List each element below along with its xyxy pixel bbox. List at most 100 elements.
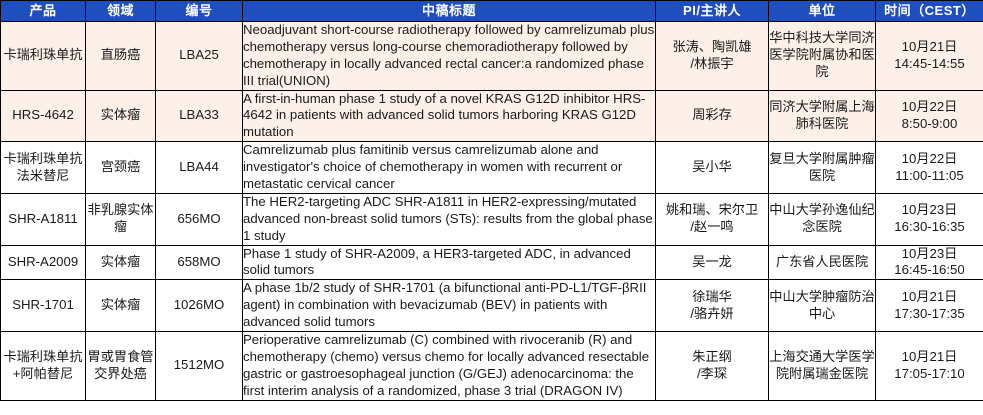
cell-title: Neoadjuvant short-course radiotherapy fo… — [242, 21, 656, 91]
cell-pi: 吴一龙 — [655, 244, 769, 281]
cell-pi-line: /林振宇 — [690, 55, 734, 71]
cell-org: 华中科技大学同济医学院附属协和医院 — [768, 21, 876, 91]
cell-title: Camrelizumab plus famitinib versus camre… — [242, 141, 656, 194]
cell-product: 卡瑞利珠单抗 — [0, 21, 86, 91]
cell-code-line: 658MO — [177, 254, 221, 270]
cell-pi: 徐瑞华/骆卉妍 — [655, 279, 769, 333]
cell-product: SHR-1701 — [0, 279, 86, 333]
cell-code-line: LBA33 — [179, 107, 219, 123]
cell-time-line: 17:30-17:35 — [894, 305, 965, 321]
cell-title-line: A phase 1b/2 study of SHR-1701 (a bifunc… — [243, 280, 647, 330]
cell-code: LBA44 — [155, 141, 243, 194]
cell-title: A first-in-human phase 1 study of a nove… — [242, 89, 656, 143]
cell-title: Phase 1 study of SHR-A2009, a HER3-targe… — [242, 244, 656, 281]
cell-pi: 张涛、陶凯雄/林振宇 — [655, 21, 769, 91]
cell-time-line: 10月22日 — [901, 150, 958, 166]
column-header-code: 编号 — [155, 0, 243, 22]
cell-pi-line: 徐瑞华 — [692, 288, 732, 304]
column-header-title: 中稿标题 — [242, 0, 656, 22]
table-header: 产品 领域 编号 中稿标题 PI/主讲人 单位 时间（CEST） — [0, 0, 983, 22]
cell-product: 卡瑞利珠单抗 法米替尼 — [0, 141, 86, 194]
cell-product-line: +阿帕替尼 — [12, 365, 74, 381]
cell-field: 宫颈癌 — [85, 141, 156, 194]
cell-time-line: 10月22日 — [901, 99, 958, 114]
table-row: 卡瑞利珠单抗 直肠癌 LBA25 Neoadjuvant short-course r… — [0, 21, 983, 91]
cell-code: 1512MO — [155, 331, 243, 401]
cell-pi: 朱正纲/李琛 — [655, 331, 769, 401]
cell-pi-line: /赵一鸣 — [690, 219, 734, 235]
cell-field-line: 实体瘤 — [100, 297, 141, 313]
abstract-schedule-table: 产品 领域 编号 中稿标题 PI/主讲人 单位 时间（CEST） 卡瑞利珠单抗 直… — [0, 0, 983, 401]
cell-time: 10月21日 14:45-14:55 — [875, 21, 983, 91]
column-header-pi: PI/主讲人 — [655, 0, 769, 22]
cell-title: The HER2-targeting ADC SHR-A1811 in HER2… — [242, 192, 656, 246]
table-row: SHR-A1811 非乳腺实体瘤 656MO The HER2-targeting A… — [0, 192, 983, 246]
cell-time: 10月23日 16:45-16:50 — [875, 244, 983, 281]
cell-time: 10月21日 17:05-17:10 — [875, 331, 983, 401]
cell-org: 中山大学孙逸仙纪念医院 — [768, 192, 876, 246]
cell-product-line: SHR-A2009 — [7, 254, 79, 270]
cell-pi-line: /骆卉妍 — [690, 305, 734, 321]
cell-pi-line: 吴小华 — [692, 159, 732, 175]
cell-field: 实体瘤 — [85, 89, 156, 143]
cell-time-line: 10月21日 — [901, 348, 958, 364]
cell-code: 1026MO — [155, 279, 243, 333]
cell-code-line: 656MO — [177, 210, 221, 226]
cell-pi-line: 张涛、陶凯雄 — [672, 38, 752, 54]
cell-org-line: 复旦大学附属肿瘤医院 — [769, 150, 875, 183]
cell-field-line: 实体瘤 — [100, 107, 141, 123]
cell-code-line: LBA25 — [179, 47, 219, 63]
cell-code: LBA33 — [155, 89, 243, 143]
cell-title-line: Neoadjuvant short-course radiotherapy fo… — [243, 22, 655, 88]
cell-pi-line: 吴一龙 — [692, 254, 732, 270]
cell-title-line: Perioperative camrelizumab (C) combined … — [243, 332, 650, 398]
cell-time-line: 11:00-11:05 — [895, 167, 964, 183]
cell-title: Perioperative camrelizumab (C) combined … — [242, 331, 656, 401]
cell-org: 上海交通大学医学院附属瑞金医院 — [768, 331, 876, 401]
cell-org: 复旦大学附属肿瘤医院 — [768, 141, 876, 194]
column-header-org: 单位 — [768, 0, 876, 22]
cell-field-line: 直肠癌 — [100, 47, 141, 63]
column-header-product: 产品 — [0, 0, 86, 22]
cell-field: 直肠癌 — [85, 21, 156, 91]
cell-title-line: A first-in-human phase 1 study of a nove… — [243, 90, 646, 140]
cell-pi-line: 姚和瑞、宋尔卫 — [665, 202, 759, 218]
cell-product: HRS-4642 — [0, 89, 86, 143]
cell-code: 656MO — [155, 192, 243, 246]
cell-org-line: 中山大学孙逸仙纪念医院 — [769, 202, 875, 235]
cell-product: SHR-A2009 — [0, 244, 86, 281]
cell-product-line: HRS-4642 — [12, 107, 74, 123]
cell-product-line: SHR-A1811 — [8, 210, 78, 226]
cell-product: 卡瑞利珠单抗 +阿帕替尼 — [0, 331, 86, 401]
cell-title-line: Phase 1 study of SHR-A2009, a HER3-targe… — [243, 245, 631, 278]
table-row: SHR-1701 实体瘤 1026MO A phase 1b/2 study of S… — [0, 279, 983, 333]
cell-org-line: 华中科技大学同济医学院附属协和医院 — [769, 30, 875, 80]
cell-product-line: 卡瑞利珠单抗 — [3, 150, 83, 166]
cell-time-line: 14:45-14:55 — [894, 55, 965, 71]
cell-org-line: 广东省人民医院 — [775, 254, 869, 270]
column-header-time: 时间（CEST） — [875, 0, 983, 22]
cell-pi-line: /李琛 — [696, 365, 728, 381]
cell-code: 658MO — [155, 244, 243, 281]
table-row: HRS-4642 实体瘤 LBA33 A first-in-human phase … — [0, 89, 983, 143]
cell-code: LBA25 — [155, 21, 243, 91]
cell-time-line: 16:45-16:50 — [894, 262, 965, 278]
cell-product-line: SHR-1701 — [12, 297, 74, 313]
cell-title: A phase 1b/2 study of SHR-1701 (a bifunc… — [242, 279, 656, 333]
cell-pi: 周彩存 — [655, 89, 769, 143]
cell-time: 10月21日 17:30-17:35 — [875, 279, 983, 333]
cell-field: 非乳腺实体瘤 — [85, 192, 156, 246]
cell-code-line: 1512MO — [173, 357, 225, 373]
cell-title-line: Camrelizumab plus famitinib versus camre… — [243, 142, 623, 192]
table-header-row: 产品 领域 编号 中稿标题 PI/主讲人 单位 时间（CEST） — [0, 0, 983, 22]
table-body: 卡瑞利珠单抗 直肠癌 LBA25 Neoadjuvant short-course r… — [0, 21, 983, 401]
cell-field: 实体瘤 — [85, 279, 156, 333]
cell-time-line: 10月23日 — [901, 245, 958, 261]
cell-time-line: 8:50-9:00 — [901, 115, 958, 131]
cell-pi-line: 周彩存 — [692, 107, 732, 123]
cell-field-line: 宫颈癌 — [100, 159, 141, 175]
cell-time-line: 10月21日 — [901, 288, 958, 304]
cell-field: 胃或胃食管交界处癌 — [85, 331, 156, 401]
cell-org: 广东省人民医院 — [768, 244, 876, 281]
cell-time-line: 10月23日 — [901, 202, 958, 218]
